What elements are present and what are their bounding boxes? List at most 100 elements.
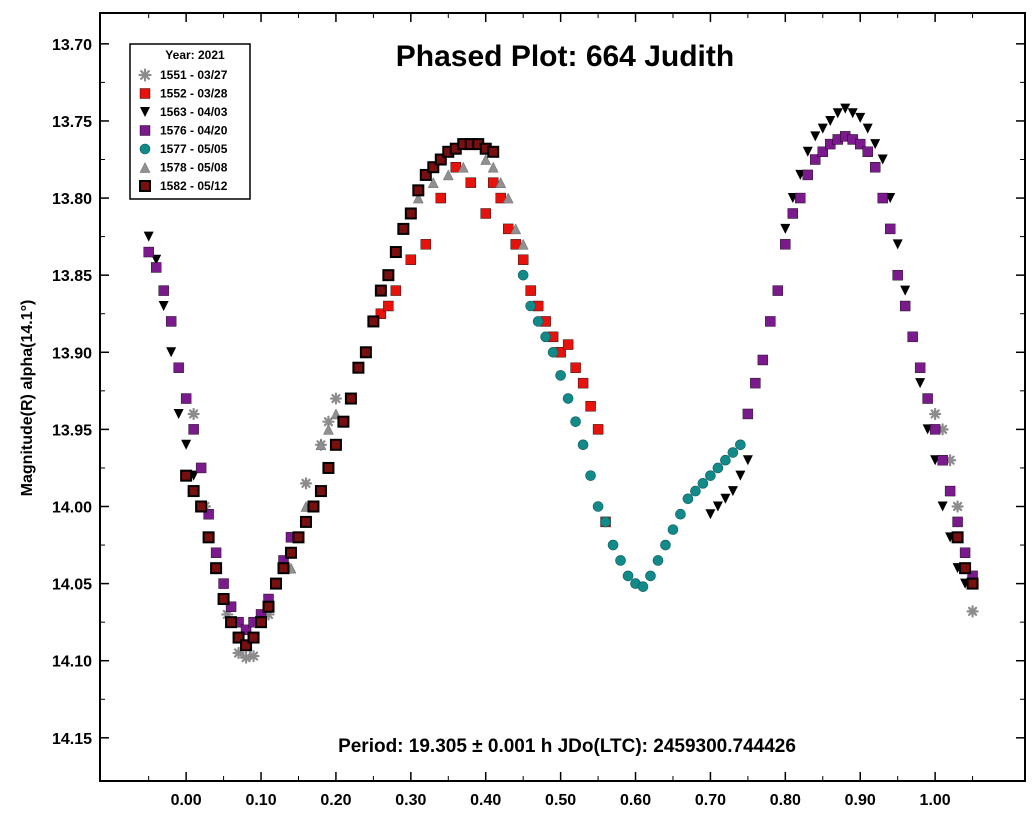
data-point bbox=[855, 138, 866, 150]
data-point bbox=[375, 308, 387, 319]
x-tick-label: 0.50 bbox=[545, 792, 576, 809]
legend-marker bbox=[140, 107, 150, 117]
data-point bbox=[585, 401, 596, 412]
data-point bbox=[404, 207, 417, 220]
data-point bbox=[735, 470, 746, 481]
x-tick-label: 0.60 bbox=[620, 792, 651, 809]
data-point bbox=[727, 447, 739, 458]
legend: Year: 2021 1551 - 03/27 1552 - 03/28 1563 … bbox=[129, 43, 251, 200]
data-point bbox=[299, 515, 312, 528]
data-point bbox=[622, 570, 634, 582]
x-tick-label: 0.70 bbox=[695, 792, 726, 809]
data-point bbox=[607, 539, 619, 551]
legend-label: 1552 - 03/28 bbox=[160, 87, 228, 101]
data-point bbox=[727, 486, 738, 497]
data-point bbox=[434, 153, 447, 166]
data-point bbox=[322, 461, 335, 474]
data-point bbox=[307, 500, 320, 513]
data-point bbox=[780, 239, 791, 250]
data-point bbox=[158, 301, 169, 312]
data-point bbox=[284, 546, 297, 559]
data-point bbox=[225, 616, 238, 629]
data-point bbox=[150, 262, 162, 273]
data-point bbox=[210, 547, 222, 558]
data-point bbox=[292, 531, 305, 544]
data-point bbox=[480, 208, 491, 219]
legend-label: 1551 - 03/27 bbox=[160, 68, 228, 82]
data-points bbox=[143, 103, 979, 664]
data-point bbox=[299, 477, 313, 490]
data-point bbox=[187, 407, 200, 421]
data-point bbox=[712, 501, 723, 512]
y-tick-label: 14.00 bbox=[52, 499, 92, 516]
data-point bbox=[195, 462, 207, 474]
legend-label: 1578 - 05/08 bbox=[160, 161, 228, 175]
legend-marker bbox=[139, 161, 151, 173]
data-point bbox=[637, 581, 649, 592]
data-point bbox=[218, 578, 229, 589]
data-point bbox=[315, 439, 327, 451]
data-point bbox=[239, 651, 253, 664]
data-point bbox=[502, 192, 514, 204]
data-point bbox=[510, 223, 522, 235]
legend-label: 1576 - 04/20 bbox=[160, 124, 228, 138]
data-point bbox=[742, 455, 753, 466]
data-point bbox=[966, 577, 979, 590]
data-point bbox=[187, 485, 200, 498]
data-point bbox=[532, 316, 544, 327]
data-point bbox=[810, 131, 821, 142]
data-point bbox=[540, 331, 551, 343]
data-point bbox=[247, 631, 260, 644]
data-point bbox=[525, 285, 536, 296]
data-point bbox=[810, 154, 821, 165]
data-point bbox=[937, 501, 948, 512]
data-point bbox=[951, 500, 964, 513]
series-1577 bbox=[517, 269, 746, 592]
data-point bbox=[389, 246, 402, 259]
data-point bbox=[165, 316, 177, 327]
x-tick-label: 0.90 bbox=[845, 792, 876, 809]
data-point bbox=[870, 139, 881, 150]
data-point bbox=[750, 377, 761, 389]
data-point bbox=[570, 362, 581, 373]
legend-label: 1582 - 05/12 bbox=[160, 179, 228, 193]
data-point bbox=[825, 115, 836, 126]
data-point bbox=[412, 184, 425, 197]
data-point bbox=[570, 416, 581, 427]
legend-marker bbox=[139, 88, 151, 99]
data-point bbox=[217, 593, 230, 606]
y-tick-label: 13.75 bbox=[52, 114, 92, 131]
data-point bbox=[465, 177, 476, 188]
legend-label: 1577 - 05/05 bbox=[160, 142, 228, 156]
data-point bbox=[840, 103, 851, 114]
data-point bbox=[966, 605, 979, 618]
data-point bbox=[690, 485, 701, 497]
data-point bbox=[562, 393, 574, 404]
data-point bbox=[420, 239, 432, 250]
series-1563 bbox=[143, 103, 971, 589]
data-point bbox=[383, 300, 394, 312]
data-point bbox=[143, 246, 154, 258]
data-point bbox=[382, 269, 395, 282]
data-point bbox=[195, 500, 208, 513]
data-point bbox=[862, 146, 873, 157]
data-point bbox=[615, 555, 626, 566]
data-point bbox=[188, 424, 199, 435]
x-tick-label: 0.20 bbox=[320, 792, 351, 809]
data-point bbox=[547, 346, 559, 358]
data-point bbox=[667, 524, 679, 535]
data-point bbox=[517, 269, 529, 281]
data-point bbox=[780, 223, 791, 234]
data-point bbox=[892, 269, 903, 281]
data-point bbox=[427, 177, 439, 188]
data-point bbox=[173, 362, 184, 373]
data-point bbox=[592, 501, 604, 512]
data-point bbox=[240, 639, 253, 652]
data-point bbox=[210, 562, 223, 575]
data-point bbox=[832, 108, 843, 119]
x-tick-label: 0.80 bbox=[770, 792, 801, 809]
data-point bbox=[180, 393, 192, 404]
data-point bbox=[427, 161, 440, 174]
data-point bbox=[877, 154, 888, 165]
data-point bbox=[359, 346, 372, 359]
